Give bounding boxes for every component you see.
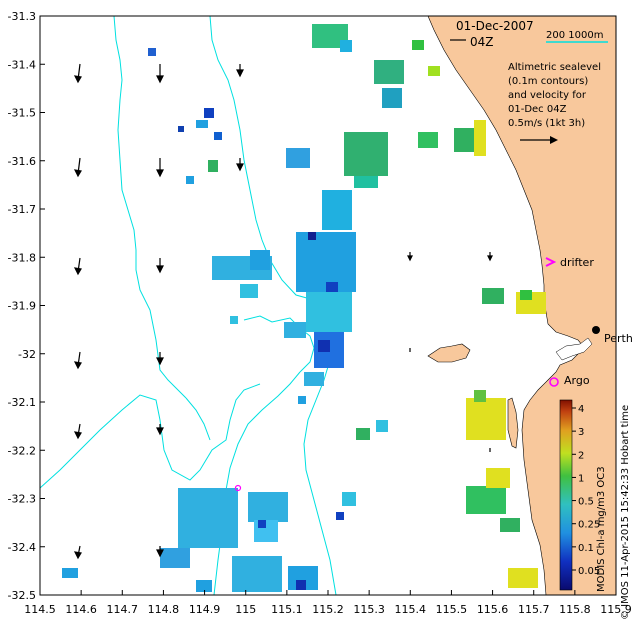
y-tick-label: -31.5 xyxy=(8,107,36,120)
info-line: 0.5m/s (1kt 3h) xyxy=(508,118,585,129)
colorbar xyxy=(559,399,573,591)
x-tick-label: 115.8 xyxy=(559,603,591,616)
chlorophyll-pixels xyxy=(62,24,546,592)
y-tick-label: -31.3 xyxy=(8,10,36,23)
credit-text: © IMOS 11-Apr-2015 15:42:33 Hobart time xyxy=(620,405,631,620)
x-tick-label: 115.4 xyxy=(395,603,427,616)
colorbar-title: MODIS Chl-a mg/m3 OC3 xyxy=(596,466,607,592)
drifter-label: drifter xyxy=(560,256,594,269)
colorbar-ticks: 4 3 2 1 0.5 0.25 0.1 0.05 xyxy=(572,404,600,577)
x-tick-label: 115.1 xyxy=(271,603,303,616)
colorbar-tick-label: 0.25 xyxy=(578,520,600,531)
x-tick-label: 115.6 xyxy=(477,603,509,616)
y-tick-label: -31.6 xyxy=(8,155,36,168)
x-tick-label: 114.7 xyxy=(107,603,139,616)
colorbar-tick-label: 0.1 xyxy=(578,543,594,554)
colorbar-tick-label: 3 xyxy=(578,427,584,438)
velocity-arrows xyxy=(73,63,493,560)
perth-label: Perth xyxy=(604,332,633,345)
x-tick-label: 114.6 xyxy=(65,603,97,616)
colorbar-tick-label: 0.5 xyxy=(578,497,594,508)
x-tick-label: 115.3 xyxy=(353,603,385,616)
colorbar-tick-label: 4 xyxy=(578,404,584,415)
rottnest-island xyxy=(427,343,471,363)
x-tick-label: 114.8 xyxy=(148,603,180,616)
perth-marker xyxy=(592,326,600,334)
x-tick-label: 115 xyxy=(235,603,256,616)
info-line: and velocity for xyxy=(508,90,587,101)
title-date: 01-Dec-2007 xyxy=(456,19,534,33)
x-tick-label: 115.7 xyxy=(518,603,550,616)
x-tick-label: 115.9 xyxy=(600,603,632,616)
scale-bar-label: 200 1000m xyxy=(546,30,603,41)
drifter-marker xyxy=(545,257,557,267)
velocity-scale-arrowhead xyxy=(550,136,558,144)
colorbar-tick-label: 0.05 xyxy=(578,566,600,577)
info-box: Altimetric sealevel (0.1m contours) and … xyxy=(508,62,601,144)
x-tick-label: 115.5 xyxy=(436,603,468,616)
y-tick-label: -32.3 xyxy=(8,493,36,506)
argo-marker xyxy=(549,377,559,387)
argo-label: Argo xyxy=(564,374,590,387)
float-marker xyxy=(234,484,242,492)
y-tick-label: -32.1 xyxy=(8,396,36,409)
y-tick-label: -32.2 xyxy=(8,444,36,457)
colorbar-tick-label: 2 xyxy=(578,450,584,461)
y-tick-label: -31.7 xyxy=(8,203,36,216)
y-tick-label: -32.4 xyxy=(8,541,36,554)
y-tick-label: -31.8 xyxy=(8,251,36,264)
x-axis-ticks: 114.5 114.6 114.7 114.8 114.9 115 115.1 115.2 11… xyxy=(24,590,632,616)
x-tick-label: 114.9 xyxy=(189,603,221,616)
y-axis-ticks: -31.3 -31.4 -31.5 -31.6 -31.7 -31.8 -31.9 -32 -3… xyxy=(8,10,45,602)
info-line: Altimetric sealevel xyxy=(508,62,601,73)
x-tick-label: 115.2 xyxy=(312,603,344,616)
title-time: 04Z xyxy=(470,35,494,49)
colorbar-tick-label: 1 xyxy=(578,473,584,484)
x-tick-label: 114.5 xyxy=(24,603,56,616)
river-inlet xyxy=(555,337,593,361)
y-tick-label: -32.5 xyxy=(8,589,36,602)
garden-island xyxy=(507,397,519,449)
y-tick-label: -32 xyxy=(18,348,36,361)
y-tick-label: -31.4 xyxy=(8,58,36,71)
info-line: 01-Dec 04Z xyxy=(508,104,567,115)
y-tick-label: -31.9 xyxy=(8,300,36,313)
info-line: (0.1m contours) xyxy=(508,76,588,87)
